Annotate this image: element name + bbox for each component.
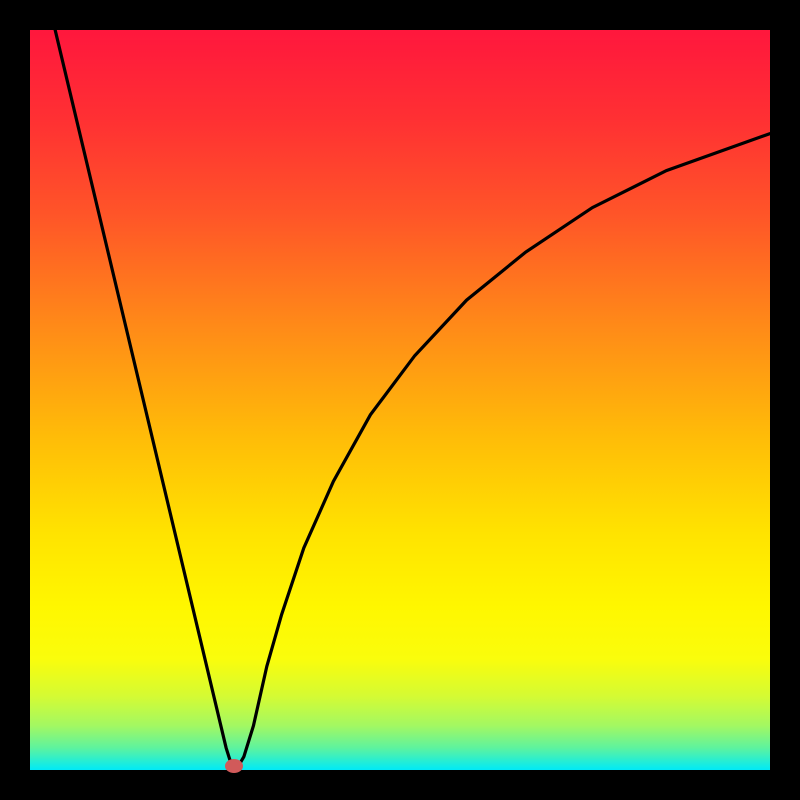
- chart-container: TheBottleneck.com: [0, 0, 800, 800]
- minimum-marker: [225, 759, 243, 773]
- chart-gradient-background: [30, 30, 770, 770]
- watermark-text: TheBottleneck.com: [570, 4, 770, 31]
